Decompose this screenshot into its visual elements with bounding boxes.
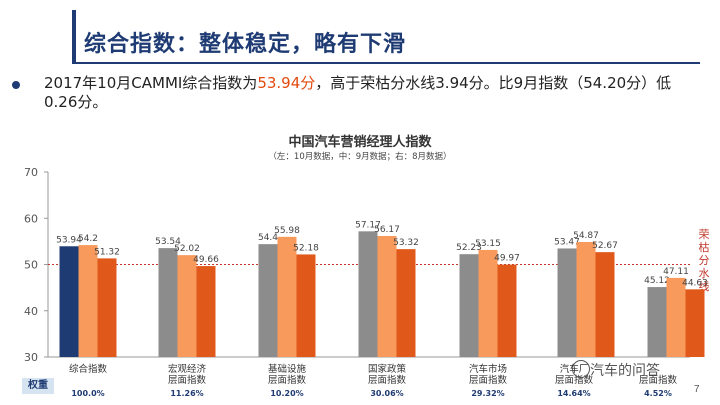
weight-value: 14.64% (557, 389, 590, 398)
bar-value-label: 55.98 (274, 226, 300, 236)
x-category-label: 基础设施 (268, 363, 307, 375)
threshold-label-char: 枯 (699, 240, 710, 254)
bar-series-3 (396, 249, 416, 357)
bar-series-3 (97, 258, 117, 357)
bar-series-1 (258, 244, 278, 357)
weight-value: 11.26% (170, 389, 203, 398)
weight-value: 100.0% (71, 389, 104, 398)
threshold-label-char: 荣 (699, 228, 710, 241)
x-category-label: 层面指数 (368, 374, 407, 386)
weight-value: 29.32% (471, 389, 504, 398)
bar-value-label: 56.17 (374, 225, 400, 235)
title-divider (72, 62, 700, 64)
bar-series-2 (78, 245, 98, 357)
y-tick-label: 60 (24, 212, 38, 225)
statement-prefix: 2017年10月CAMMI综合指数为 (44, 74, 258, 92)
x-category-label: 汽车市场 (469, 363, 507, 375)
y-tick-label: 40 (24, 305, 38, 318)
bar-value-label: 54.2 (78, 234, 98, 244)
bar-series-2 (377, 235, 397, 357)
bar-value-label: 53.94 (56, 235, 82, 245)
chart-title: 中国汽车营销经理人指数 (288, 134, 432, 150)
x-category-label: 层面指数 (639, 374, 678, 386)
bar-series-1 (647, 287, 667, 357)
title-accent-bar (72, 10, 76, 62)
weight-value: 4.52% (644, 389, 672, 398)
bar-value-label: 53.32 (393, 238, 419, 248)
page-number: 7 (694, 384, 700, 395)
bar-series-3 (296, 254, 316, 357)
x-category-label: 综合指数 (69, 363, 108, 375)
wechat-icon (572, 360, 590, 378)
statement-suffix: ，高于荣枯分水线3.94分。比9月指数（54.20分）低0.26分。 (44, 74, 672, 111)
bar-value-label: 45.12 (644, 276, 670, 286)
bar-value-label: 52.02 (174, 244, 200, 254)
bar-value-label: 53.15 (475, 239, 501, 249)
weight-value: 10.20% (270, 389, 303, 398)
bar-series-1 (459, 254, 479, 357)
x-category-label: 层面指数 (469, 374, 508, 386)
x-category-label: 层面指数 (268, 374, 307, 386)
bar-value-label: 54.87 (573, 231, 599, 241)
bar-value-label: 57.17 (355, 220, 381, 230)
bar-series-2 (277, 236, 297, 357)
x-category-label: 层面指数 (168, 374, 207, 386)
bar-value-label: 53.54 (155, 237, 181, 247)
y-tick-label: 30 (24, 351, 38, 364)
weight-value: 30.06% (370, 389, 403, 398)
bar-value-label: 52.18 (293, 243, 319, 253)
bar-series-2 (666, 277, 686, 357)
bar-series-3 (196, 266, 216, 357)
bar-series-3 (685, 289, 705, 357)
summary-statement: 2017年10月CAMMI综合指数为53.94分，高于荣枯分水线3.94分。比9… (44, 74, 704, 112)
bar-series-1 (557, 248, 577, 357)
threshold-label-char: 分 (699, 254, 710, 267)
x-category-label: 宏观经济 (168, 363, 207, 375)
weight-label: 权重 (22, 378, 54, 394)
slide-title: 综合指数：整体稳定，略有下滑 (84, 32, 407, 57)
y-tick-label: 70 (24, 166, 38, 179)
bar-series-2 (576, 241, 596, 357)
bar-value-label: 49.97 (494, 254, 520, 264)
threshold-label-char: 线 (699, 279, 710, 293)
bar-series-3 (595, 252, 615, 357)
bar-series-1 (59, 246, 79, 357)
bar-value-label: 51.32 (94, 247, 120, 257)
bar-series-2 (177, 255, 197, 357)
bar-value-label: 53.47 (554, 237, 580, 247)
bar-value-label: 52.23 (456, 243, 482, 253)
x-category-label: 国家政策 (368, 363, 407, 375)
chart-subtitle: （左：10月数据，中：9月数据；右：8月数据） (268, 151, 451, 162)
bar-value-label: 49.66 (193, 255, 219, 265)
statement-highlight: 53.94分 (257, 74, 316, 92)
bar-value-label: 47.11 (663, 267, 689, 277)
bar-series-1 (358, 231, 378, 357)
bar-value-label: 44.63 (682, 278, 708, 288)
bar-series-1 (158, 248, 178, 357)
threshold-label-char: 水 (699, 267, 710, 280)
y-tick-label: 50 (24, 259, 38, 272)
bar-value-label: 52.67 (592, 241, 618, 251)
bullet-icon (12, 81, 20, 89)
bar-value-label: 54.4 (258, 233, 278, 243)
bar-series-2 (478, 249, 498, 357)
watermark-text: 汽车的问答 (590, 363, 660, 379)
bar-series-3 (497, 264, 517, 357)
